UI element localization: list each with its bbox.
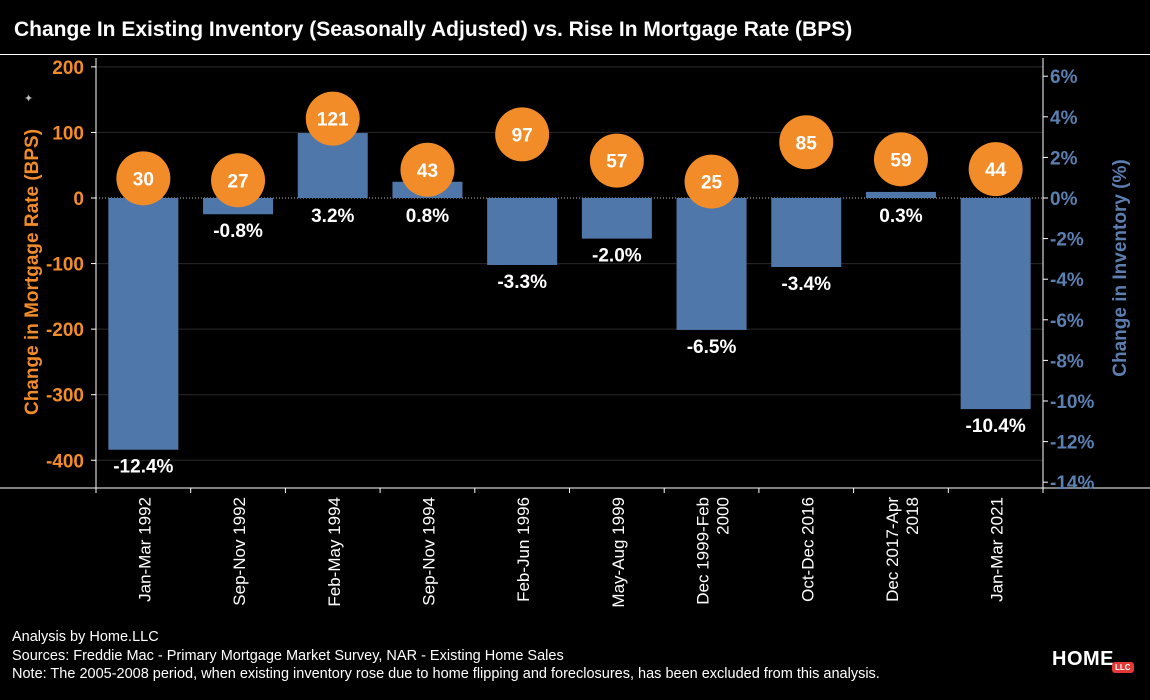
inventory-bar <box>771 198 842 268</box>
rate-bubble <box>211 153 266 208</box>
data-labels: -12.4% -0.8% 3.2% 0.8% -3.3% -2.0% -6.5% -3.4% 0… <box>113 110 1026 478</box>
exclusion-note: Note: The 2005-2008 period, when existin… <box>12 666 880 682</box>
category-label: Sep-Nov 1992 <box>230 497 249 606</box>
right-tick-label: -6% <box>1050 311 1084 332</box>
chart-title: Change In Existing Inventory (Seasonally… <box>14 18 853 41</box>
rate-value-label: 97 <box>512 125 533 146</box>
category-label-line: Feb-May 1994 <box>325 497 344 607</box>
category-label-line: Sep-Nov 1994 <box>419 497 438 606</box>
right-tick-label: -10% <box>1050 392 1094 413</box>
inventory-value-label: -2.0% <box>592 246 642 267</box>
inventory-value-label: -6.5% <box>687 337 737 358</box>
home-llc-logo: HOME <box>1052 648 1114 670</box>
category-label: Dec 1999-Feb 2000 <box>694 497 733 605</box>
left-tick-label: 200 <box>52 58 84 79</box>
inventory-value-label: -0.8% <box>213 221 263 242</box>
category-label-line: Jan-Mar 2021 <box>988 497 1007 602</box>
grid-lines <box>96 66 1043 461</box>
left-axis-title: Change in Mortgage Rate (BPS) <box>22 129 43 415</box>
category-label-line: Feb-Jun 1996 <box>514 497 533 602</box>
pin-icon: ✦ <box>24 93 34 105</box>
right-tick-label: -4% <box>1050 270 1084 291</box>
category-label-line: Dec 1999-Feb <box>694 497 713 605</box>
rate-value-label: 43 <box>417 161 438 182</box>
category-label: Oct-Dec 2016 <box>798 497 817 602</box>
right-axis-title: Change in Inventory (%) <box>1110 159 1131 376</box>
rate-bubble <box>116 151 171 206</box>
right-tick-label: -8% <box>1050 351 1084 372</box>
inventory-value-label: 0.3% <box>879 206 922 227</box>
inventory-bar <box>581 198 652 239</box>
rate-value-label: 59 <box>890 150 911 171</box>
inventory-value-label: -3.3% <box>497 272 547 293</box>
inventory-bars <box>108 133 1031 450</box>
inventory-bar <box>865 191 936 198</box>
right-tick-label: -2% <box>1050 230 1084 251</box>
rate-value-label: 121 <box>317 110 349 131</box>
left-tick-label: -400 <box>46 451 84 472</box>
rate-value-label: 57 <box>606 152 627 173</box>
right-tick-label: -12% <box>1050 433 1094 454</box>
rate-value-label: 25 <box>701 173 723 194</box>
category-label-line: Sep-Nov 1992 <box>230 497 249 606</box>
tick-labels: 200 100 0 -100 -200 -300 -400 6% 4% 2% 0% -2% -4% -6%… <box>22 58 1131 608</box>
right-tick-label: 2% <box>1050 148 1078 169</box>
right-tick-label: 6% <box>1050 67 1078 88</box>
left-tick-label: 0 <box>73 189 84 210</box>
rate-bubble <box>779 115 834 170</box>
rate-value-label: 85 <box>796 133 818 154</box>
category-label: Jan-Mar 1992 <box>135 497 154 602</box>
inventory-value-label: 3.2% <box>311 206 354 227</box>
axes <box>0 58 1150 493</box>
left-tick-label: 100 <box>52 123 84 144</box>
rate-bubble <box>400 142 455 197</box>
category-label-line: 2018 <box>903 497 922 535</box>
chart-canvas: -12.4% -0.8% 3.2% 0.8% -3.3% -2.0% -6.5% -3.4% 0… <box>0 58 1150 608</box>
rate-bubble <box>495 107 550 162</box>
rate-value-label: 44 <box>985 160 1007 181</box>
left-tick-label: -300 <box>46 386 84 407</box>
category-label: Jan-Mar 2021 <box>988 497 1007 602</box>
footnotes: Analysis by Home.LLC Sources: Freddie Ma… <box>12 628 880 684</box>
mortgage-rate-bubbles <box>116 91 1023 209</box>
category-label: Dec 2017-Apr 2018 <box>883 497 922 602</box>
category-label: Feb-Jun 1996 <box>514 497 533 602</box>
rate-bubble <box>968 142 1023 197</box>
inventory-value-label: -3.4% <box>781 274 831 295</box>
inventory-value-label: 0.8% <box>406 206 449 227</box>
category-label: May-Aug 1999 <box>609 497 628 608</box>
category-label-line: 2000 <box>714 497 733 535</box>
category-label-line: Oct-Dec 2016 <box>798 497 817 602</box>
sources-note: Sources: Freddie Mac - Primary Mortgage … <box>12 647 564 664</box>
rate-bubble <box>873 132 928 187</box>
inventory-bar <box>108 198 179 450</box>
left-tick-label: -100 <box>46 255 84 276</box>
logo-badge: LLC <box>1112 662 1134 673</box>
inventory-value-label: -12.4% <box>113 457 173 478</box>
right-tick-label: 4% <box>1050 108 1078 129</box>
category-label-line: May-Aug 1999 <box>609 497 628 608</box>
category-label: Sep-Nov 1994 <box>419 497 438 606</box>
rate-bubble <box>684 154 739 209</box>
right-tick-label: 0% <box>1050 189 1078 210</box>
rate-value-label: 27 <box>227 171 248 192</box>
inventory-bar <box>487 198 558 265</box>
analysis-credit: Analysis by Home.LLC <box>12 629 159 645</box>
inventory-value-label: -10.4% <box>966 416 1026 437</box>
category-label: Feb-May 1994 <box>325 497 344 607</box>
left-tick-label: -200 <box>46 320 84 341</box>
inventory-bar <box>960 198 1031 410</box>
rate-bubble <box>589 133 644 188</box>
inventory-bar <box>676 198 747 330</box>
title-divider <box>0 54 1150 55</box>
right-tick-label: -14% <box>1050 473 1094 494</box>
category-label-line: Dec 2017-Apr <box>883 497 902 602</box>
rate-value-label: 30 <box>133 169 154 190</box>
rate-bubble <box>305 91 360 146</box>
category-label-line: Jan-Mar 1992 <box>135 497 154 602</box>
